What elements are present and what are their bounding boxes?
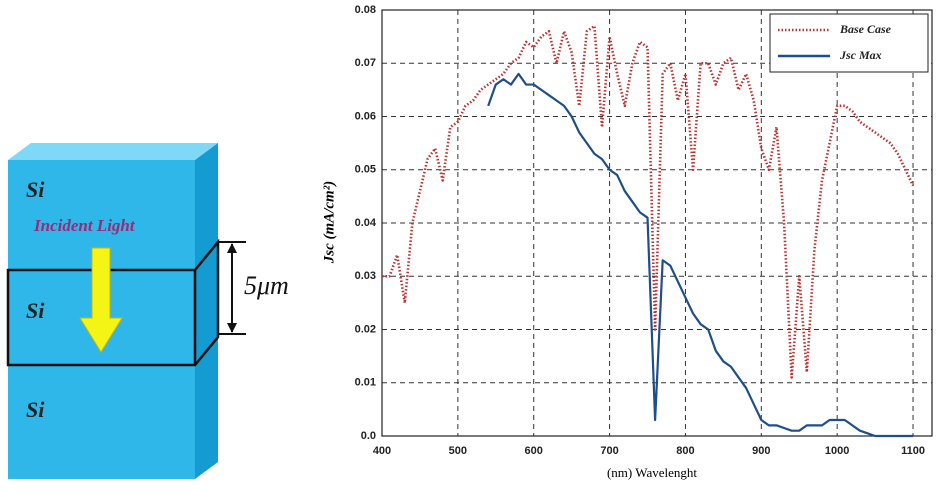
plot-frame: [381, 9, 933, 437]
x-tick-label: 700: [600, 445, 618, 457]
x-tick-label: 800: [676, 445, 694, 457]
y-tick-label: 0.06: [355, 110, 376, 122]
y-tick-label: 0.02: [355, 323, 376, 335]
y-tick-label: 0.01: [355, 377, 376, 389]
legend-box: [769, 13, 929, 73]
layer-stack: [6, 143, 246, 479]
x-tick-label: 900: [752, 445, 770, 457]
legend-label: Jsc Max: [839, 48, 882, 62]
series-line: [382, 24, 915, 379]
y-tick-label: 0.08: [355, 4, 376, 16]
x-tick-label: 1000: [825, 445, 849, 457]
y-axis-label: Jsc (mA/cm²): [321, 181, 337, 264]
layer-label: Si: [26, 397, 45, 422]
x-tick-label: 600: [525, 445, 543, 457]
x-axis-label: (nm) Wavelenght: [607, 465, 697, 480]
y-tick-label: 0.03: [355, 270, 376, 282]
legend-label: Base Case: [839, 22, 892, 36]
y-tick-label: 0.0: [361, 430, 376, 442]
y-tick-label: 0.04: [355, 217, 377, 229]
thickness-label: 5μm: [244, 271, 289, 300]
layer-label: Si: [26, 298, 45, 323]
chart: 0.0 0.01 0.02 0.03 0.04 0.05 0.06 0.07 0.08 400 50…: [355, 4, 933, 457]
layer-label: Si: [26, 177, 45, 202]
series-line: [487, 72, 914, 438]
x-tick-label: 1100: [901, 445, 925, 457]
y-tick-label: 0.07: [355, 57, 376, 69]
x-tick-label: 400: [373, 445, 391, 457]
y-tick-label: 0.05: [355, 164, 376, 176]
x-tick-label: 500: [449, 445, 467, 457]
arrow-label: Incident Light: [33, 216, 136, 235]
